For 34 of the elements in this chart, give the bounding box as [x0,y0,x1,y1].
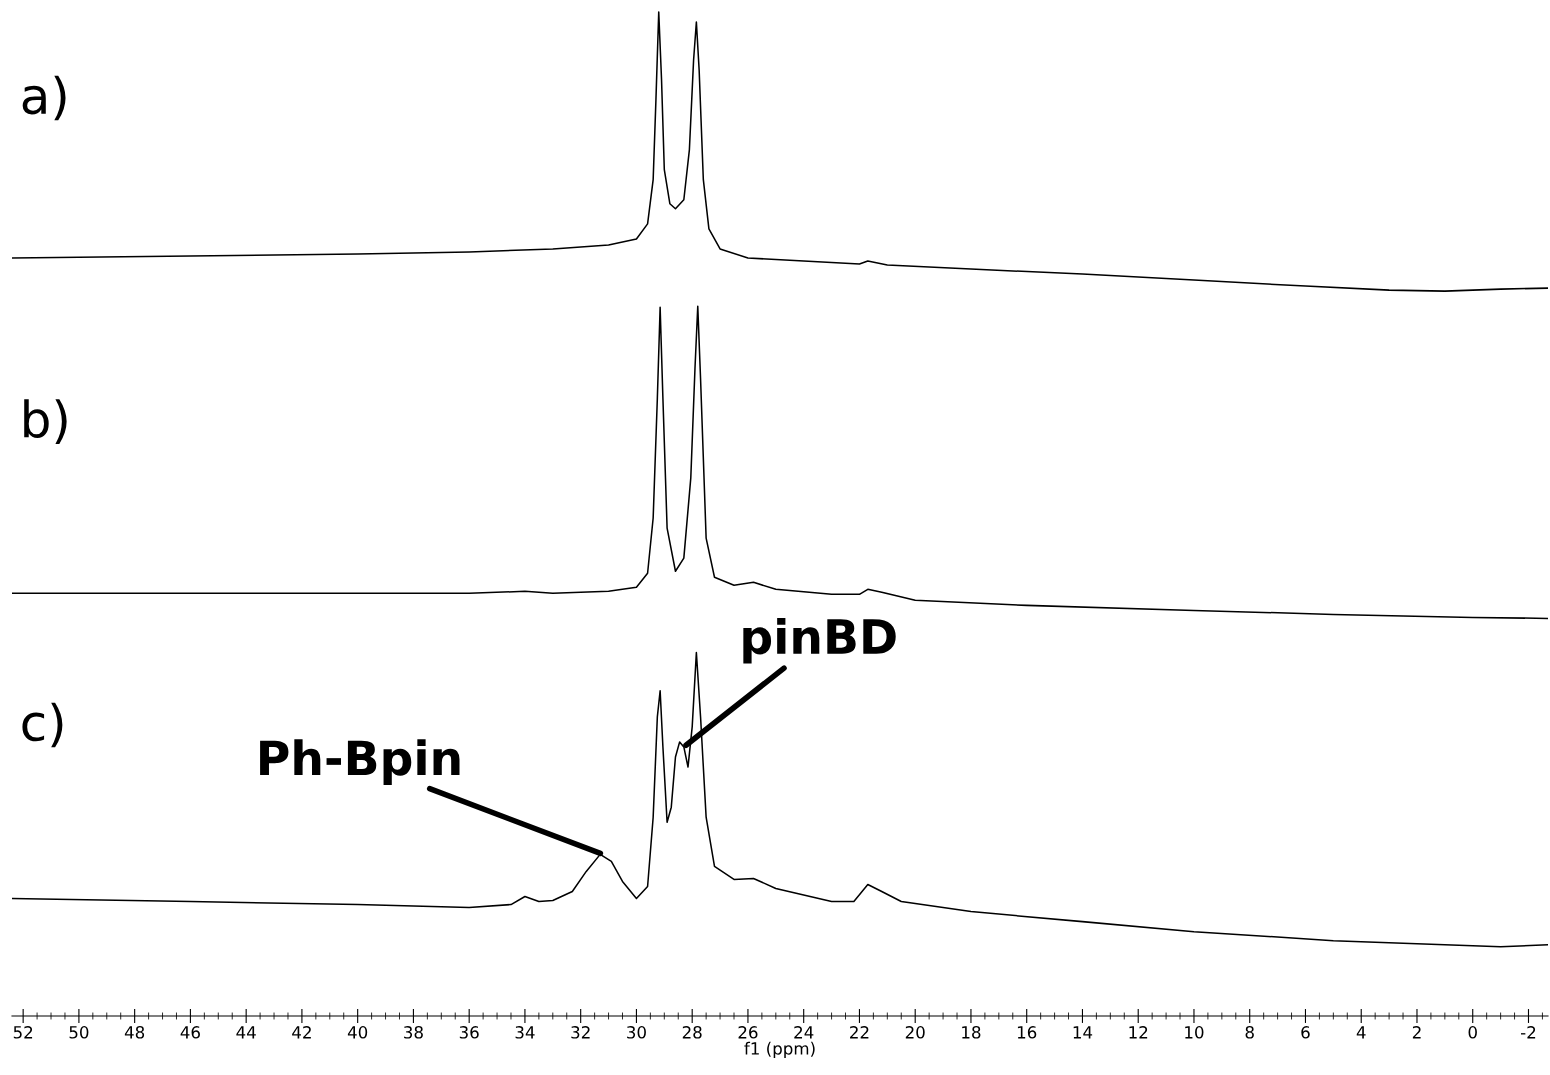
x-tick-label: 14 [1073,1026,1093,1039]
x-tick-label: 10 [1185,1026,1204,1039]
x-tick-label: 30 [627,1026,646,1039]
x-tick-label: 40 [347,1026,368,1039]
x-tick-label: 32 [571,1026,590,1039]
x-tick-label: 18 [962,1026,981,1039]
x-tick-label: -2 [1520,1026,1536,1039]
x-tick-label: 36 [459,1026,479,1039]
annotation: b) [24,399,67,444]
annotation: pinBD [743,617,896,664]
x-tick-label: 4 [1356,1026,1366,1039]
x-tick-label: 52 [13,1026,33,1039]
x-tick-label: 38 [404,1026,423,1039]
x-tick-label: 26 [738,1026,758,1039]
x-tick-label: 48 [124,1026,145,1039]
x-tick-label: 22 [850,1026,869,1039]
annotation: c) [22,702,63,748]
x-tick-label: 24 [794,1026,814,1039]
x-tick-label: 8 [1245,1026,1254,1039]
x-tick-label: 46 [180,1026,200,1039]
x-tick-label: 20 [905,1026,925,1039]
annotation: Ph-Bpin [260,739,460,785]
x-axis-title: f1 (ppm) [744,1041,815,1058]
x-tick-label: 34 [515,1026,535,1039]
x-tick-label: 0 [1468,1026,1477,1039]
x-tick-label: 44 [236,1026,256,1039]
x-tick-label: 28 [682,1026,702,1039]
x-tick-label: 42 [292,1026,311,1039]
x-tick-label: 16 [1017,1026,1037,1039]
annotation: a) [22,75,66,121]
x-tick-label: 2 [1412,1026,1421,1039]
x-tick-label: 6 [1301,1026,1310,1039]
x-tick-label: 12 [1129,1026,1148,1039]
x-tick-label: 50 [69,1026,89,1039]
